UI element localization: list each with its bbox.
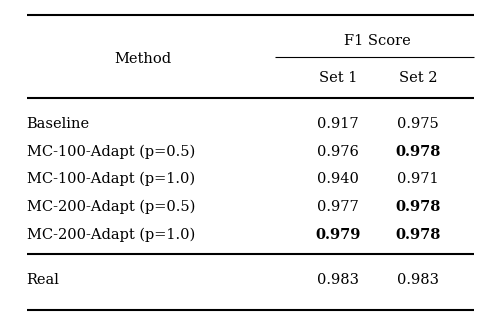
- Text: Method: Method: [115, 52, 172, 67]
- Text: 0.971: 0.971: [397, 172, 439, 186]
- Text: Set 2: Set 2: [399, 71, 437, 85]
- Text: F1 Score: F1 Score: [345, 34, 411, 48]
- Text: 0.940: 0.940: [317, 172, 359, 186]
- Text: 0.975: 0.975: [397, 117, 439, 131]
- Text: 0.977: 0.977: [317, 200, 359, 214]
- Text: 0.978: 0.978: [395, 228, 441, 242]
- Text: 0.983: 0.983: [397, 274, 439, 287]
- Text: 0.917: 0.917: [317, 117, 359, 131]
- Text: MC-200-Adapt (p=1.0): MC-200-Adapt (p=1.0): [27, 228, 195, 242]
- Text: 0.976: 0.976: [317, 145, 359, 158]
- Text: 0.979: 0.979: [315, 228, 361, 242]
- Text: Baseline: Baseline: [27, 117, 90, 131]
- Text: 0.983: 0.983: [317, 274, 359, 287]
- Text: 0.978: 0.978: [395, 145, 441, 158]
- Text: Set 1: Set 1: [319, 71, 357, 85]
- Text: Real: Real: [27, 274, 60, 287]
- Text: MC-100-Adapt (p=1.0): MC-100-Adapt (p=1.0): [27, 172, 195, 186]
- Text: MC-100-Adapt (p=0.5): MC-100-Adapt (p=0.5): [27, 144, 195, 159]
- Text: MC-200-Adapt (p=0.5): MC-200-Adapt (p=0.5): [27, 200, 195, 214]
- Text: 0.978: 0.978: [395, 200, 441, 214]
